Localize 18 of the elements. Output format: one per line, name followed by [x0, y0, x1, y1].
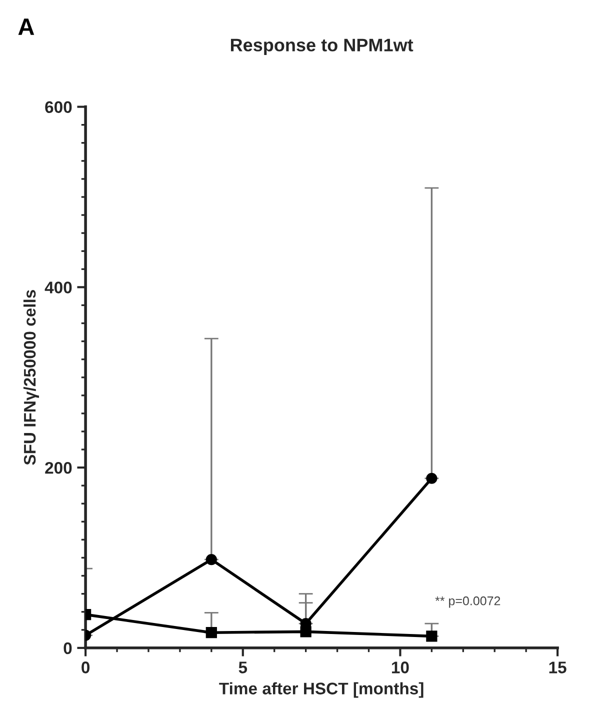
text: A: [18, 18, 34, 35]
point: [426, 630, 438, 642]
x-tick-label: 15: [549, 662, 566, 674]
y-tick-label: 200: [45, 462, 72, 474]
x-tick-label: 10: [392, 662, 409, 674]
y-tick-label: 600: [45, 101, 72, 114]
point: [426, 472, 438, 484]
x-tick-label: 5: [238, 662, 248, 674]
point: [206, 627, 217, 638]
point: [300, 626, 312, 638]
y-axis-title: SFU IFNγ/250000 cells: [23, 290, 39, 465]
y-tick-label: 400: [44, 282, 72, 294]
x-tick-label: 0: [82, 662, 90, 674]
y-tick-label: 0: [64, 642, 72, 654]
chart-title: Response to NPM1wt: [230, 38, 414, 55]
x-axis-title: Time after HSCT [months]: [219, 682, 424, 698]
annotation: ** p=0.0072: [435, 596, 500, 608]
point: [206, 554, 217, 566]
